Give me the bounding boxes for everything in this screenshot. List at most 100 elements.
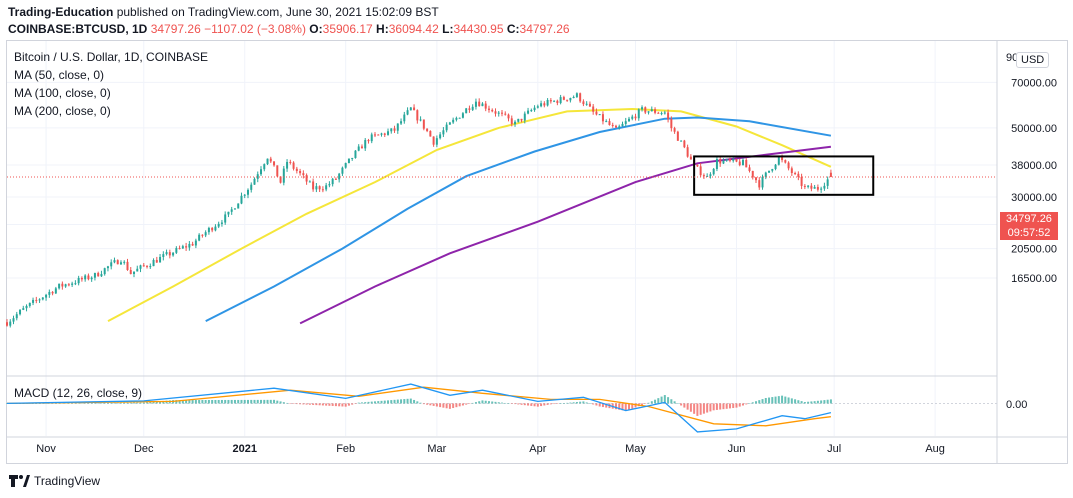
candle-body <box>650 109 653 112</box>
candle-body <box>618 126 621 128</box>
tradingview-brand[interactable]: TradingView <box>34 474 101 488</box>
candle-body <box>634 116 637 119</box>
candle-body <box>260 169 263 175</box>
macd-histogram-bar <box>295 403 298 405</box>
macd-histogram-bar <box>178 400 181 404</box>
macd-pane <box>6 383 997 433</box>
macd-histogram-bar <box>289 403 292 404</box>
candle-body <box>553 100 556 102</box>
candle-body <box>191 243 194 246</box>
candle-body <box>683 140 686 148</box>
candle-body <box>413 107 416 111</box>
candle-body <box>641 107 644 110</box>
candle-body <box>530 110 533 112</box>
symbol-label: COINBASE:BTCUSD, 1D <box>8 22 148 36</box>
price-axis: 70000.0050000.0038000.0030000.0024500.00… <box>1011 77 1057 285</box>
candle-body <box>771 169 774 171</box>
macd-histogram-bar <box>188 400 191 404</box>
ma-line-2 <box>205 116 832 322</box>
candle-body <box>745 159 748 168</box>
ohlc-line: COINBASE:BTCUSD, 1D 34797.26 −1107.02 (−… <box>8 22 570 36</box>
candle-body <box>527 110 530 114</box>
chart-frame[interactable] <box>6 40 1068 464</box>
macd-histogram-bar <box>654 399 657 404</box>
macd-histogram-bar <box>155 401 158 404</box>
macd-histogram-bar <box>240 399 243 404</box>
macd-histogram-bar <box>696 403 699 416</box>
macd-histogram-bar <box>689 403 692 412</box>
price-change: −1107.02 (−3.08%) <box>204 22 306 36</box>
macd-histogram-bar <box>390 400 393 404</box>
legend-ma200[interactable]: MA (200, close, 0) <box>14 104 111 118</box>
legend-title[interactable]: Bitcoin / U.S. Dollar, 1D, COINBASE <box>14 50 209 64</box>
macd-histogram-bar <box>136 402 139 404</box>
macd-histogram-bar <box>400 399 403 404</box>
macd-histogram-bar <box>194 400 197 404</box>
candle-body <box>188 243 191 248</box>
legend-ma100[interactable]: MA (100, close, 0) <box>14 86 111 100</box>
candle-body <box>706 175 709 177</box>
candle-body <box>269 158 272 162</box>
macd-histogram-bar <box>383 400 386 404</box>
macd-histogram-bar <box>702 403 705 414</box>
macd-histogram-bar <box>419 402 422 404</box>
macd-histogram-bar <box>429 403 432 406</box>
candle-body <box>660 113 663 115</box>
macd-histogram-bar <box>579 401 582 404</box>
macd-histogram-bar <box>217 399 220 404</box>
candle-body <box>439 134 442 139</box>
candle-body <box>198 234 201 241</box>
candle-body <box>667 112 670 120</box>
candle-body <box>474 101 477 107</box>
price-tick-label: 50000.00 <box>1011 123 1057 135</box>
candle-body <box>97 273 100 277</box>
low-value: 34430.95 <box>453 22 504 36</box>
candle-body <box>103 268 106 275</box>
macd-histogram-bar <box>123 402 126 404</box>
candle-body <box>136 268 139 272</box>
macd-histogram-bar <box>387 400 390 404</box>
candle-body <box>162 254 165 257</box>
macd-histogram-bar <box>357 402 360 404</box>
macd-histogram-bar <box>478 401 481 404</box>
macd-histogram-bar <box>227 399 230 404</box>
candle-body <box>224 214 227 223</box>
candle-body <box>813 187 816 189</box>
macd-zero-label: 0.00 <box>1006 399 1028 411</box>
high-value: 36094.42 <box>388 22 439 36</box>
candle-body <box>41 297 44 300</box>
candle-body <box>517 118 520 122</box>
macd-histogram-bar <box>403 399 406 404</box>
candle-body <box>562 97 565 100</box>
candle-body <box>755 177 758 181</box>
candle-body <box>794 173 797 175</box>
candle-body <box>504 113 507 115</box>
macd-histogram-bar <box>250 399 253 404</box>
macd-histogram-bar <box>631 403 634 409</box>
macd-histogram-bar <box>585 402 588 404</box>
candle-body <box>390 128 393 132</box>
candle-body <box>403 114 406 122</box>
macd-histogram-bar <box>279 401 282 404</box>
candle-body <box>181 246 184 249</box>
macd-histogram-bar <box>445 403 448 409</box>
candle-body <box>598 114 601 116</box>
legend-macd[interactable]: MACD (12, 26, close, 9) <box>14 386 143 400</box>
time-tick-label: May <box>625 443 646 455</box>
candle-body <box>429 131 432 137</box>
candle-body <box>87 275 90 280</box>
candle-body <box>246 189 249 195</box>
candle-body <box>787 162 790 169</box>
published-text: published on TradingView.com, June 30, 2… <box>116 5 439 19</box>
candle-body <box>807 185 810 187</box>
macd-histogram-bar <box>377 401 380 404</box>
macd-histogram-bar <box>634 403 637 408</box>
candle-body <box>455 117 458 120</box>
macd-histogram-bar <box>116 402 119 404</box>
macd-histogram-bar <box>435 403 438 407</box>
macd-histogram-bar <box>328 403 331 406</box>
legend-ma50[interactable]: MA (50, close, 0) <box>14 68 105 82</box>
currency-button[interactable]: USD <box>1016 52 1050 68</box>
macd-histogram-bar <box>312 403 315 405</box>
